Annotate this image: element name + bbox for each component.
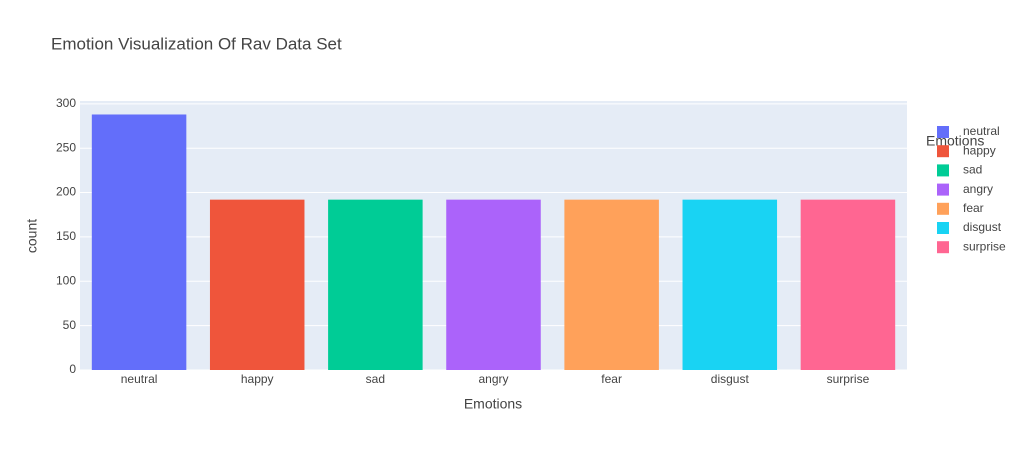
legend-label: surprise [963, 239, 1006, 253]
bar [800, 199, 896, 370]
y-axis-label: count [24, 219, 40, 253]
x-tick-label: angry [478, 372, 508, 386]
legend-swatch [937, 183, 949, 196]
x-tick-label: surprise [827, 372, 870, 386]
x-axis-label: Emotions [464, 396, 522, 412]
bar [446, 199, 541, 370]
y-tick-label: 250 [56, 140, 76, 154]
x-tick-label: happy [241, 372, 274, 386]
y-tick-label: 200 [56, 185, 76, 199]
legend-label: disgust [963, 220, 1002, 234]
legend-label: angry [963, 182, 993, 196]
x-tick-label: fear [601, 372, 622, 386]
legend-swatch [937, 164, 949, 177]
legend-swatch [937, 126, 949, 138]
x-tick-label: sad [366, 372, 385, 386]
legend-label: fear [963, 201, 984, 215]
legend-label: sad [963, 163, 982, 177]
bar [91, 114, 187, 370]
legend-swatch [937, 241, 949, 254]
y-tick-label: 300 [56, 96, 76, 110]
y-tick-label: 100 [56, 273, 76, 287]
legend-swatch [937, 222, 949, 234]
legend-swatch [937, 145, 949, 158]
x-tick-label: disgust [711, 372, 750, 386]
legend-swatch [937, 202, 949, 215]
y-tick-label: 150 [56, 229, 76, 243]
legend-label: happy [963, 143, 996, 157]
bar [682, 199, 778, 370]
y-tick-label: 0 [69, 362, 76, 376]
bar [209, 199, 305, 370]
legend-label: neutral [963, 124, 1000, 138]
y-tick-label: 50 [63, 318, 77, 332]
bar [328, 199, 423, 370]
x-tick-label: neutral [121, 372, 158, 386]
bar [564, 199, 659, 370]
chart-title: Emotion Visualization Of Rav Data Set [51, 34, 342, 53]
